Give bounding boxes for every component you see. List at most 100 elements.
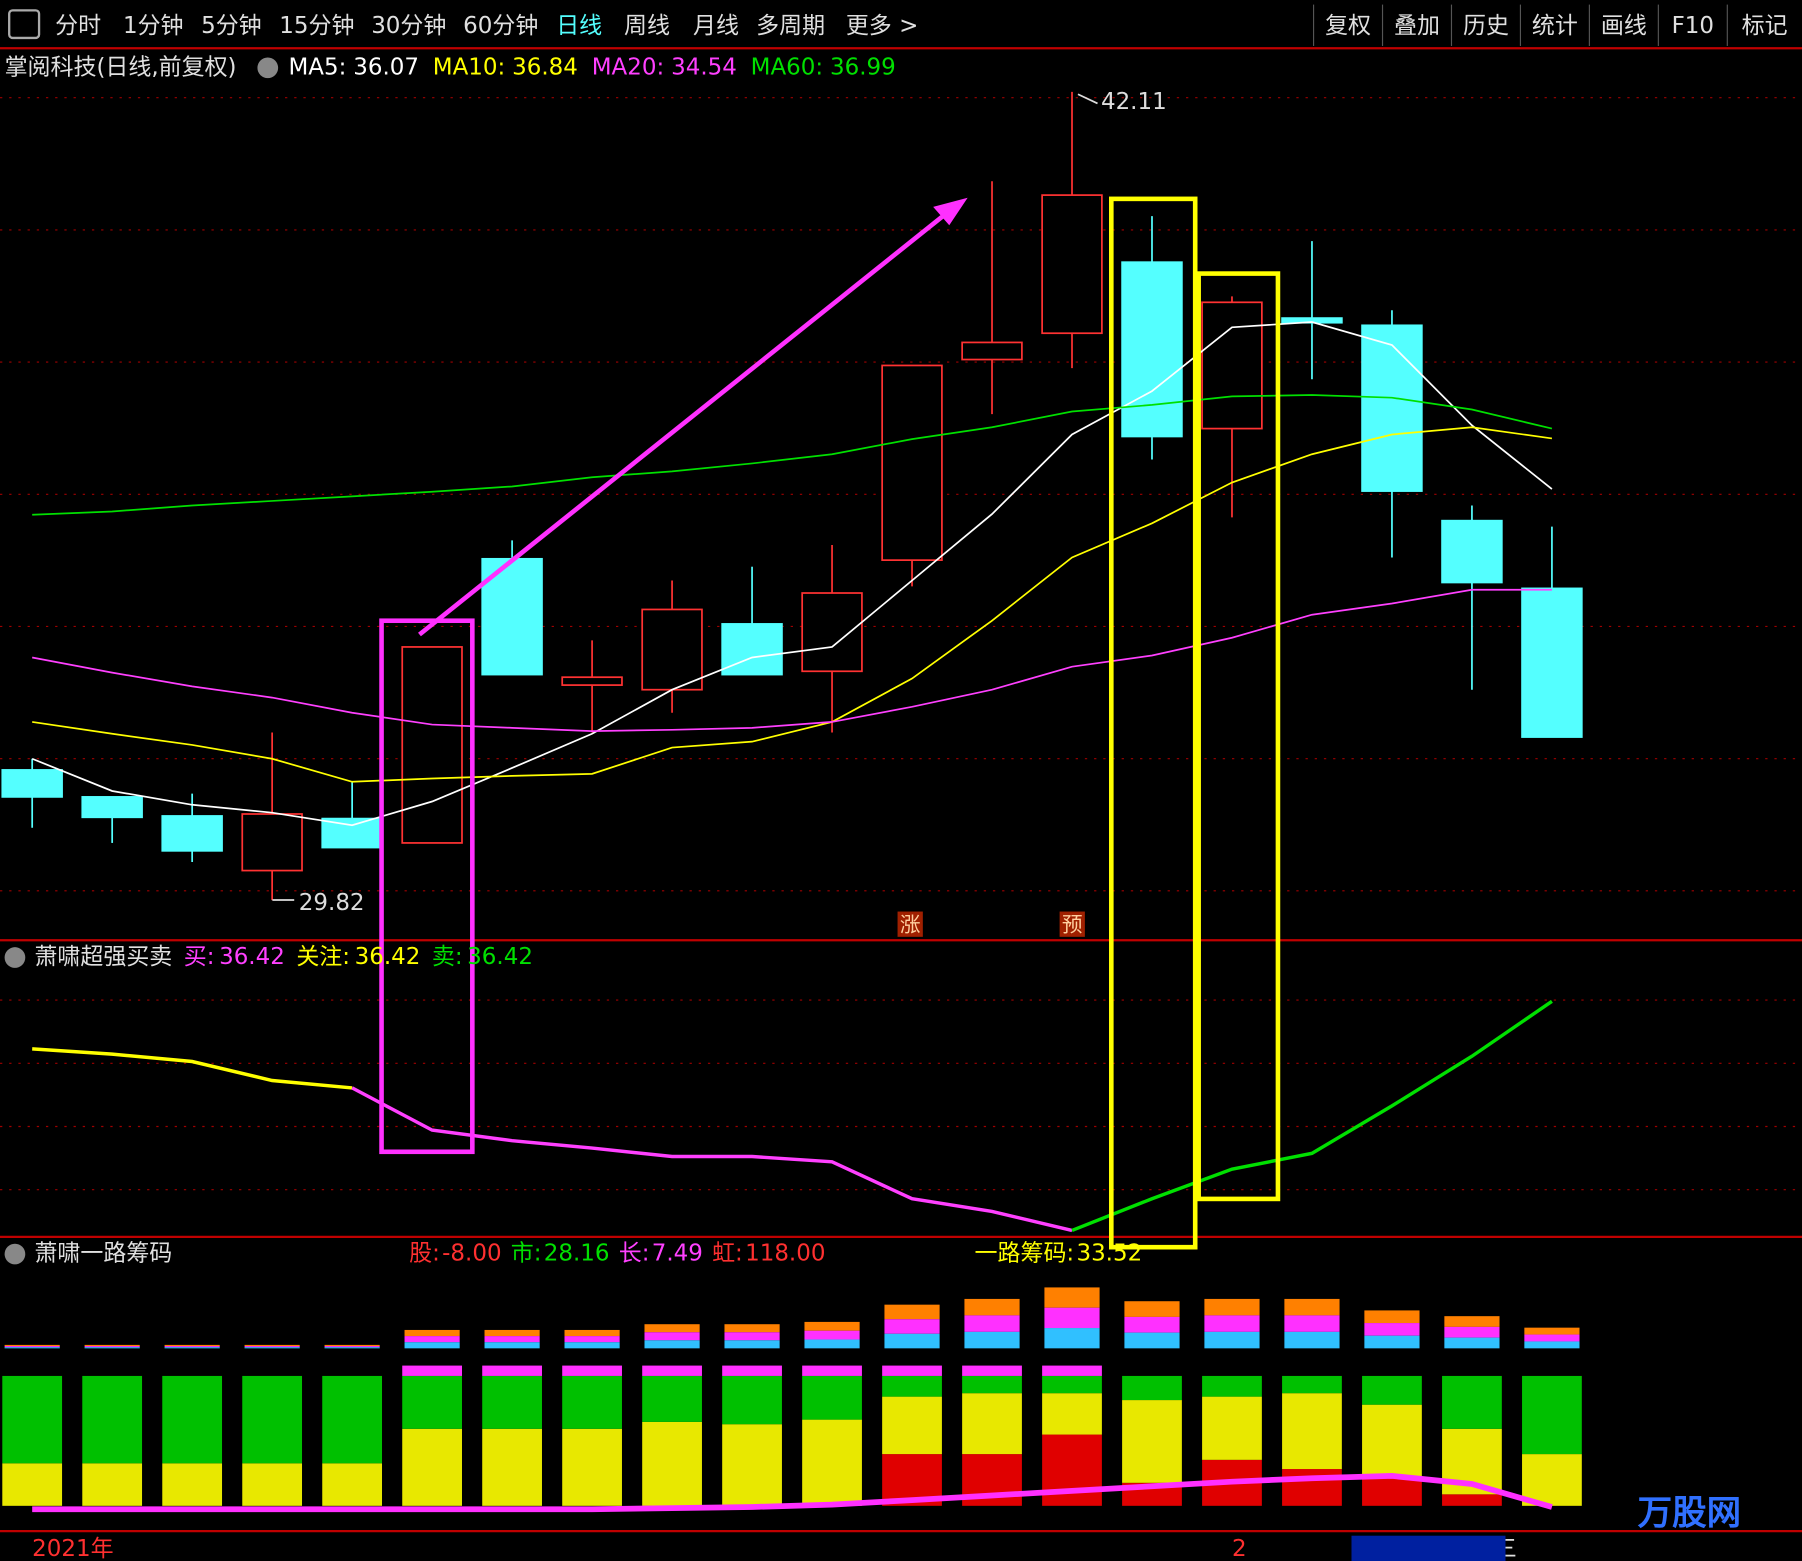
period-tab[interactable]: 5分钟: [201, 13, 262, 39]
chip-segment: [82, 1463, 143, 1506]
upper-stripe: [964, 1331, 1020, 1349]
period-tab[interactable]: 周线: [624, 13, 670, 39]
upper-stripe: [164, 1347, 220, 1349]
period-tab[interactable]: 1分钟: [123, 13, 184, 39]
high-label: 42.11: [1101, 89, 1167, 115]
candle-body: [321, 817, 383, 849]
annotations: [272, 93, 1281, 1250]
chip-segment: [1122, 1400, 1182, 1483]
chip-segment: [482, 1375, 542, 1429]
period-tab[interactable]: 15分钟: [279, 13, 354, 39]
chip-segment: [1362, 1477, 1422, 1506]
upper-stripe: [1124, 1301, 1180, 1317]
pane-title: 萧啸超强买卖: [34, 944, 172, 970]
legend-value: 36.99: [830, 54, 896, 80]
moving-average: [31, 321, 1553, 827]
upper-stripe: [1044, 1307, 1100, 1329]
stat-value: -8.00: [442, 1241, 501, 1267]
date-box: [1351, 1535, 1506, 1561]
chip-segment: [1042, 1375, 1102, 1394]
chip-line: [32, 1473, 1553, 1513]
pane-title: 萧啸一路筹码: [34, 1241, 172, 1267]
upper-stack: [1524, 1327, 1580, 1349]
period-tab[interactable]: 多周期: [756, 13, 825, 39]
upper-stripe: [884, 1333, 940, 1349]
tool-button[interactable]: 画线: [1601, 13, 1647, 39]
plot: [1, 91, 1583, 1513]
tool-button[interactable]: 标记: [1742, 13, 1788, 39]
upper-stripe: [4, 1344, 60, 1347]
period-tab[interactable]: 30分钟: [371, 13, 446, 39]
chip-segment: [1202, 1375, 1262, 1397]
chip-segment: [482, 1428, 542, 1506]
upper-stripe: [564, 1342, 620, 1349]
pane-icon[interactable]: [257, 57, 279, 79]
upper-stripe: [1124, 1332, 1180, 1349]
upper-stack: [644, 1324, 700, 1349]
period-tab[interactable]: 分时: [55, 13, 101, 39]
chip-segment: [722, 1375, 782, 1425]
candle-body: [721, 623, 783, 676]
pointer-arrow: [1077, 93, 1098, 105]
period-tab[interactable]: 更多 >: [846, 13, 918, 39]
upper-stripe: [404, 1329, 460, 1337]
pane-icon[interactable]: [4, 947, 26, 968]
chip-segment: [722, 1365, 782, 1376]
trend-arrow: [418, 207, 954, 637]
candle-body: [561, 676, 623, 686]
period-tab[interactable]: 日线: [556, 13, 602, 39]
upper-stack: [244, 1344, 300, 1349]
chip-segment: [1282, 1469, 1342, 1506]
highlight-box: [1109, 196, 1198, 1250]
upper-stripe: [324, 1344, 380, 1347]
tool-button[interactable]: F10: [1672, 13, 1714, 39]
chip-segment: [562, 1375, 622, 1429]
period-tab[interactable]: 60分钟: [463, 13, 538, 39]
upper-stripe: [1444, 1326, 1500, 1338]
tool-button[interactable]: 叠加: [1394, 13, 1440, 39]
chip-segment: [642, 1375, 702, 1422]
pane-icon[interactable]: [4, 1243, 26, 1265]
upper-stripe: [964, 1298, 1020, 1316]
candle-body: [881, 364, 943, 561]
upper-stripe: [884, 1319, 940, 1334]
upper-stack: [804, 1321, 860, 1349]
upper-stripe: [1204, 1298, 1260, 1316]
upper-stripe: [724, 1340, 780, 1349]
moving-average: [32, 588, 1552, 732]
upper-stripe: [884, 1304, 940, 1320]
chip-segment: [1042, 1434, 1102, 1506]
upper-stack: [324, 1344, 380, 1349]
upper-stripe: [1524, 1327, 1580, 1335]
upper-stripe: [1044, 1328, 1100, 1349]
upper-stripe: [1524, 1341, 1580, 1349]
chip-segment: [322, 1375, 383, 1464]
chip-segment: [802, 1365, 862, 1376]
candle-body: [1121, 261, 1183, 438]
menu-icon[interactable]: [8, 9, 41, 40]
tool-button[interactable]: 复权: [1325, 13, 1371, 39]
upper-stripe: [164, 1344, 220, 1347]
upper-stripe: [404, 1342, 460, 1349]
candle-body: [241, 813, 303, 872]
upper-stripe: [1284, 1298, 1340, 1316]
highlight-box: [379, 618, 475, 1155]
highlight-box: [1196, 271, 1281, 1202]
candle-body: [401, 646, 463, 844]
period-tab[interactable]: 月线: [693, 13, 739, 39]
tool-button[interactable]: 统计: [1532, 13, 1578, 39]
arrow-head: [933, 197, 968, 226]
tool-button[interactable]: 历史: [1463, 13, 1509, 39]
stat-name: 一路筹码:: [975, 1241, 1075, 1267]
marker-box: [1059, 911, 1085, 937]
chart-title: 掌阅科技(日线,前复权): [5, 54, 237, 80]
upper-stripe: [484, 1329, 540, 1337]
chip-segment: [2, 1463, 63, 1506]
month-label: 2: [1232, 1536, 1247, 1561]
upper-stack: [1044, 1287, 1100, 1349]
legend-name: MA5:: [288, 54, 346, 80]
moving-average: [32, 426, 1553, 783]
chip-segment: [2, 1375, 63, 1464]
